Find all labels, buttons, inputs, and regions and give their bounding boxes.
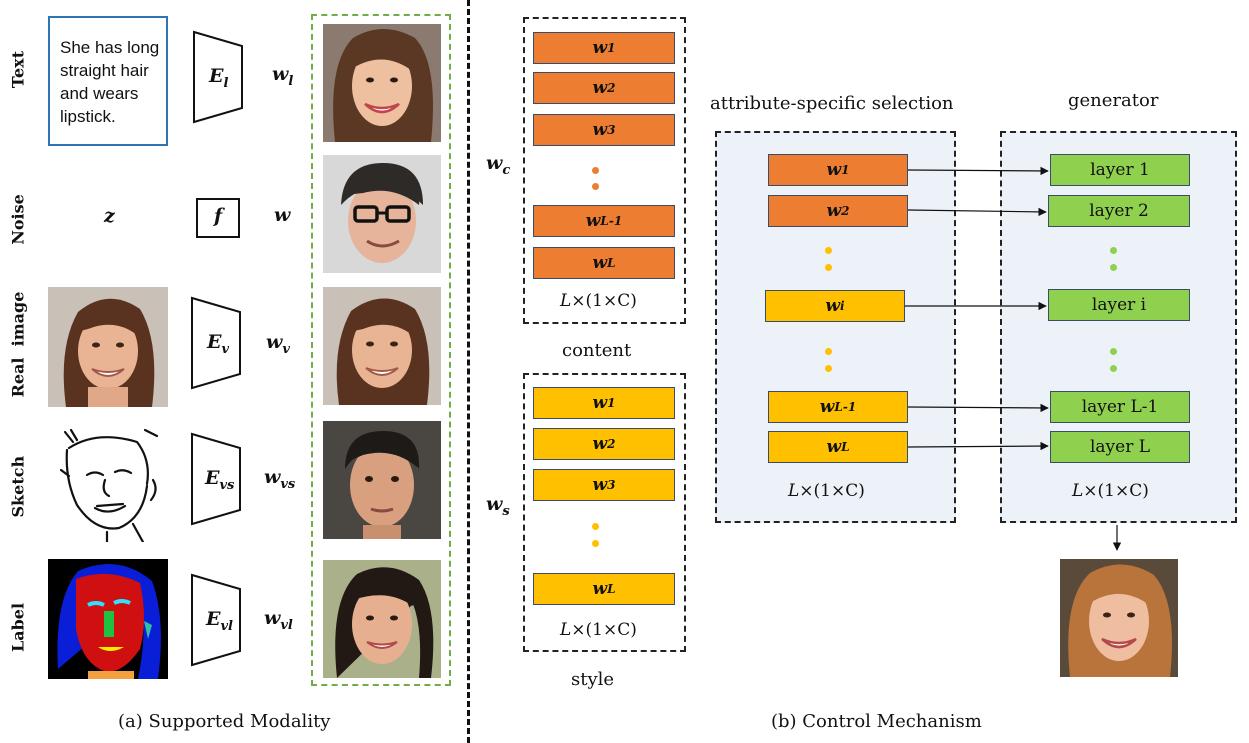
mapping-f-label: f bbox=[214, 205, 223, 227]
mapping-f-box bbox=[196, 198, 240, 238]
text-prompt: She has long straight hair and wears lip… bbox=[60, 38, 160, 126]
generator-layer-1: layer 1 bbox=[1050, 154, 1190, 186]
encoder-evl bbox=[191, 573, 241, 667]
generator-box bbox=[1000, 131, 1237, 523]
encoder-ev bbox=[191, 296, 241, 390]
selection-ellipsis-dot bbox=[825, 264, 832, 271]
generator-layer-l: layer L bbox=[1050, 431, 1190, 463]
style-label: style bbox=[571, 669, 615, 690]
content-ellipsis-dot bbox=[592, 183, 599, 190]
row-label-noise: Noise bbox=[8, 194, 28, 245]
caption-a: (a) Supported Modality bbox=[118, 711, 331, 732]
content-box bbox=[523, 17, 686, 324]
style-ellipsis-dot bbox=[592, 523, 599, 530]
generator-ellipsis-dot bbox=[1110, 264, 1117, 271]
style-ellipsis-dot bbox=[592, 540, 599, 547]
real-image-face bbox=[48, 287, 168, 407]
latent-wvs: wvs bbox=[264, 466, 296, 492]
row-label-sketch: Sketch bbox=[8, 455, 28, 518]
generator-dims: L×(1×C) bbox=[1072, 481, 1149, 501]
selection-ellipsis-dot bbox=[825, 365, 832, 372]
latent-wl: wl bbox=[272, 63, 294, 89]
style-box bbox=[523, 373, 686, 652]
caption-b: (b) Control Mechanism bbox=[771, 711, 982, 732]
output-face-noise bbox=[323, 155, 441, 273]
generator-layer-2: layer 2 bbox=[1048, 195, 1190, 227]
encoder-el-label: El bbox=[209, 65, 229, 91]
text-input-box: She has long straight hair and wears lip… bbox=[48, 16, 168, 146]
generator-layer-i: layer i bbox=[1048, 289, 1190, 321]
generator-ellipsis-dot bbox=[1110, 348, 1117, 355]
sketch-input bbox=[47, 420, 169, 542]
generator-layer-l-1: layer L-1 bbox=[1050, 391, 1190, 423]
output-face-sketch bbox=[323, 421, 441, 539]
row-label-real-image: Real image bbox=[8, 291, 28, 398]
selection-code-l-1: w L-1 bbox=[768, 391, 908, 423]
content-dims: L×(1×C) bbox=[560, 291, 637, 311]
panel-separator bbox=[467, 0, 470, 743]
encoder-el bbox=[193, 30, 243, 124]
latent-w: w bbox=[274, 204, 291, 226]
style-dims: L×(1×C) bbox=[560, 620, 637, 640]
row-label-label: Label bbox=[8, 602, 28, 653]
content-ellipsis-dot bbox=[592, 167, 599, 174]
encoder-evl-label: Evl bbox=[206, 608, 233, 634]
noise-z: z bbox=[104, 205, 115, 227]
selection-title: attribute-specific selection bbox=[710, 93, 954, 114]
output-face-label bbox=[323, 560, 441, 678]
encoder-ev-label: Ev bbox=[207, 331, 230, 357]
content-label: content bbox=[562, 340, 632, 361]
content-symbol: wc bbox=[486, 152, 511, 178]
selection-box bbox=[715, 131, 956, 523]
generator-ellipsis-dot bbox=[1110, 365, 1117, 372]
selection-ellipsis-dot bbox=[825, 247, 832, 254]
output-faces-box bbox=[311, 14, 451, 686]
generator-title: generator bbox=[1068, 90, 1159, 111]
label-map-input bbox=[48, 559, 168, 679]
latent-wv: wv bbox=[266, 331, 290, 357]
generator-ellipsis-dot bbox=[1110, 247, 1117, 254]
style-symbol: ws bbox=[486, 493, 510, 519]
selection-ellipsis-dot bbox=[825, 348, 832, 355]
encoder-evs bbox=[191, 432, 241, 526]
output-face-text bbox=[323, 24, 441, 142]
output-face-real bbox=[323, 287, 441, 405]
selection-dims: L×(1×C) bbox=[788, 481, 865, 501]
generated-face bbox=[1060, 559, 1178, 677]
content-code-l-1: w L-1 bbox=[533, 205, 675, 237]
row-label-text: Text bbox=[8, 50, 28, 89]
latent-wvl: wvl bbox=[264, 607, 293, 633]
encoder-evs-label: Evs bbox=[205, 467, 235, 493]
